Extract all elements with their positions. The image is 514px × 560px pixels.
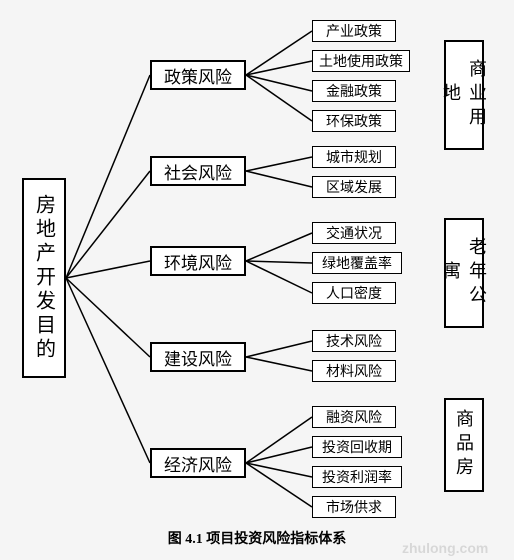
leaf-node: 技术风险 [312, 330, 396, 352]
leaf-node: 市场供求 [312, 496, 396, 518]
category-node: 环境风险 [150, 246, 246, 276]
leaf-node: 交通状况 [312, 222, 396, 244]
side-node: 商品房 [444, 398, 484, 492]
leaf-node: 环保政策 [312, 110, 396, 132]
figure-caption: 图 4.1 项目投资风险指标体系 [0, 528, 514, 548]
leaf-node: 土地使用政策 [312, 50, 410, 72]
leaf-node: 融资风险 [312, 406, 396, 428]
side-node: 商业用地 [444, 40, 484, 150]
category-node: 社会风险 [150, 156, 246, 186]
leaf-node: 产业政策 [312, 20, 396, 42]
leaf-node: 城市规划 [312, 146, 396, 168]
side-node: 老年公寓 [444, 218, 484, 328]
leaf-node: 绿地覆盖率 [312, 252, 402, 274]
category-node: 经济风险 [150, 448, 246, 478]
diagram-canvas: 房地产开发目的 政策风险社会风险环境风险建设风险经济风险 产业政策土地使用政策金… [0, 0, 514, 560]
leaf-node: 金融政策 [312, 80, 396, 102]
category-node: 政策风险 [150, 60, 246, 90]
root-node: 房地产开发目的 [22, 178, 66, 378]
category-node: 建设风险 [150, 342, 246, 372]
leaf-node: 区域发展 [312, 176, 396, 198]
leaf-node: 投资回收期 [312, 436, 402, 458]
leaf-node: 人口密度 [312, 282, 396, 304]
leaf-node: 投资利润率 [312, 466, 402, 488]
edges-layer [0, 0, 514, 560]
leaf-node: 材料风险 [312, 360, 396, 382]
